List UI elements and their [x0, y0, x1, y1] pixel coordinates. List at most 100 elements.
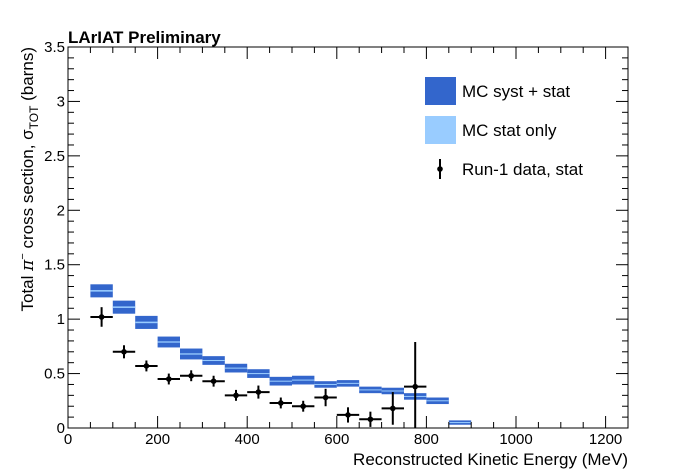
- mc-stat-band: [426, 400, 449, 402]
- mc-stat-band: [292, 379, 315, 381]
- mc-bin-15: [426, 397, 449, 405]
- data-marker: [210, 378, 217, 384]
- y-tick-label: 2.5: [44, 148, 65, 165]
- y-axis-title-minus: −: [17, 253, 29, 259]
- y-tick-label: 1.5: [44, 257, 65, 274]
- data-point-9: [292, 400, 315, 412]
- mc-bin-11: [336, 380, 360, 387]
- y-tick-label: 3.5: [44, 39, 65, 56]
- x-tick-label: 600: [324, 431, 349, 448]
- legend-label: MC stat only: [462, 121, 557, 140]
- data-points: [90, 307, 427, 428]
- mc-stat-band: [224, 367, 248, 369]
- mc-stat-band: [180, 353, 203, 355]
- data-point-14: [404, 342, 427, 428]
- mc-bin-16: [448, 420, 472, 425]
- y-tick-label: 1: [57, 311, 65, 328]
- mc-stat-band: [112, 306, 136, 308]
- x-tick-label: 800: [414, 431, 439, 448]
- mc-stat-band: [135, 321, 158, 324]
- mc-bin-10: [314, 381, 337, 388]
- mc-stat-band: [90, 290, 113, 292]
- mc-stat-band: [336, 382, 360, 384]
- data-marker: [278, 400, 284, 406]
- mc-stat-band: [202, 359, 225, 362]
- mc-bin-12: [359, 386, 382, 394]
- mc-stat-band: [157, 341, 180, 343]
- data-marker: [166, 376, 172, 382]
- mc-bin-13: [381, 387, 404, 395]
- legend-swatch: [425, 116, 456, 144]
- data-marker: [345, 412, 351, 418]
- legend-item-2: Run-1 data, stat: [437, 159, 583, 179]
- data-point-11: [336, 407, 360, 423]
- mc-bin-5: [202, 356, 225, 365]
- mc-stat-band: [359, 389, 382, 391]
- mc-stat-band: [269, 380, 292, 382]
- mc-bin-1: [112, 300, 136, 314]
- data-marker: [300, 403, 307, 410]
- data-point-4: [180, 370, 203, 382]
- legend: MC syst + stat MC stat only Run-1 data, st…: [425, 77, 583, 179]
- data-point-6: [224, 389, 248, 401]
- data-marker: [233, 392, 239, 399]
- y-axis-title-sub: TOT: [27, 105, 41, 129]
- y-axis-title-middle: cross section, σ: [18, 129, 37, 253]
- x-axis-title: Reconstructed Kinetic Energy (MeV): [353, 450, 628, 469]
- data-marker: [412, 383, 419, 390]
- x-tick-label: 0: [64, 431, 72, 448]
- mc-bin-0: [90, 284, 113, 298]
- data-marker: [188, 372, 194, 379]
- data-marker: [143, 363, 150, 369]
- data-point-10: [314, 388, 337, 407]
- y-axis-title-pi: π: [18, 259, 38, 272]
- chart-title: LArIAT Preliminary: [68, 28, 221, 47]
- y-axis-title-suffix: (barns): [18, 47, 37, 106]
- legend-swatch: [425, 77, 456, 105]
- data-point-3: [157, 373, 180, 385]
- x-tick-label: 1000: [499, 431, 532, 448]
- legend-label: MC syst + stat: [462, 82, 570, 101]
- legend-label: Run-1 data, stat: [462, 160, 583, 179]
- y-tick-label: 3: [57, 93, 65, 110]
- data-marker: [322, 394, 329, 401]
- data-point-1: [112, 345, 136, 359]
- y-axis-title: Total π− cross section, σTOT (barns): [17, 47, 41, 312]
- y-tick-label: 2: [57, 202, 65, 219]
- data-point-13: [381, 392, 404, 425]
- mc-bin-6: [224, 363, 248, 373]
- data-point-8: [269, 397, 292, 409]
- y-axis-title-prefix: Total: [18, 271, 37, 312]
- mc-bin-3: [157, 336, 180, 348]
- mc-stat-band: [448, 422, 472, 424]
- plot-frame: [67, 46, 629, 429]
- legend-marker: [437, 166, 443, 172]
- x-tick-label: 200: [145, 431, 170, 448]
- data-marker: [390, 405, 396, 412]
- data-marker: [98, 314, 105, 320]
- data-point-12: [359, 411, 382, 427]
- data-marker: [367, 416, 374, 423]
- data-point-5: [202, 375, 225, 387]
- mc-bin-4: [180, 348, 203, 360]
- data-marker: [255, 389, 262, 395]
- data-point-2: [135, 360, 158, 372]
- mc-stat-band: [247, 373, 270, 375]
- mc-stat-band: [381, 390, 404, 392]
- legend-item-0: MC syst + stat: [425, 77, 570, 105]
- y-tick-label: 0.5: [44, 366, 65, 383]
- data-marker: [121, 349, 127, 355]
- data-point-0: [90, 307, 113, 327]
- legend-item-1: MC stat only: [425, 116, 557, 144]
- mc-bin-9: [292, 375, 315, 385]
- mc-bin-7: [247, 369, 270, 378]
- mc-stat-band: [314, 383, 337, 385]
- mc-bin-2: [135, 315, 158, 329]
- x-tick-label: 400: [235, 431, 260, 448]
- mc-bin-8: [269, 376, 292, 386]
- axes: 0 200 400 600 800 1000 1200 0 0.5 1 1.5 2 2.5 3 3.5: [44, 39, 629, 448]
- x-tick-label: 1200: [589, 431, 622, 448]
- y-tick-label: 0: [57, 420, 65, 437]
- data-point-7: [247, 385, 270, 399]
